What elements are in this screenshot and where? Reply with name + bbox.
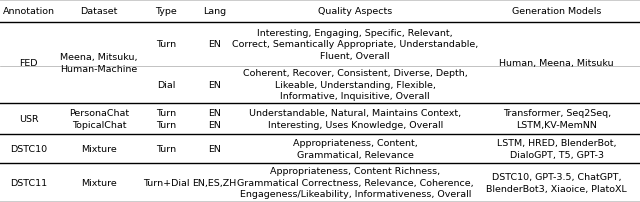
Text: Meena, Mitsuku,
Human-Machine: Meena, Mitsuku, Human-Machine: [60, 53, 138, 74]
Text: EN
EN: EN EN: [208, 109, 221, 129]
Text: PersonaChat
TopicalChat: PersonaChat TopicalChat: [69, 109, 129, 129]
Text: DSTC10: DSTC10: [10, 144, 47, 153]
Text: Type: Type: [156, 7, 177, 16]
Text: Turn
Turn: Turn Turn: [156, 109, 177, 129]
Text: Mixture: Mixture: [81, 178, 117, 187]
Text: Turn+Dial: Turn+Dial: [143, 178, 189, 187]
Text: LSTM, HRED, BlenderBot,
DialoGPT, T5, GPT-3: LSTM, HRED, BlenderBot, DialoGPT, T5, GP…: [497, 139, 616, 159]
Text: Transformer, Seq2Seq,
LSTM,KV-MemNN: Transformer, Seq2Seq, LSTM,KV-MemNN: [503, 109, 611, 129]
Text: Lang: Lang: [203, 7, 226, 16]
Text: FED: FED: [20, 59, 38, 68]
Text: Coherent, Recover, Consistent, Diverse, Depth,
Likeable, Understanding, Flexible: Coherent, Recover, Consistent, Diverse, …: [243, 69, 468, 101]
Text: DSTC11: DSTC11: [10, 178, 47, 187]
Text: Appropriateness, Content,
Grammatical, Relevance: Appropriateness, Content, Grammatical, R…: [293, 139, 417, 159]
Text: EN,ES,ZH: EN,ES,ZH: [192, 178, 237, 187]
Text: USR: USR: [19, 115, 38, 124]
Text: Dataset: Dataset: [81, 7, 118, 16]
Text: Interesting, Engaging, Specific, Relevant,
Correct, Semantically Appropriate, Un: Interesting, Engaging, Specific, Relevan…: [232, 29, 478, 61]
Text: Generation Models: Generation Models: [512, 7, 602, 16]
Text: EN: EN: [208, 144, 221, 153]
Text: Turn: Turn: [156, 144, 177, 153]
Text: Understandable, Natural, Maintains Context,
Interesting, Uses Knowledge, Overall: Understandable, Natural, Maintains Conte…: [249, 109, 461, 129]
Text: Turn: Turn: [156, 40, 177, 49]
Text: DSTC10, GPT-3.5, ChatGPT,
BlenderBot3, Xiaoice, PlatoXL: DSTC10, GPT-3.5, ChatGPT, BlenderBot3, X…: [486, 172, 627, 193]
Text: EN: EN: [208, 40, 221, 49]
Text: EN: EN: [208, 80, 221, 89]
Text: Quality Aspects: Quality Aspects: [318, 7, 392, 16]
Text: Human, Meena, Mitsuku: Human, Meena, Mitsuku: [499, 59, 614, 68]
Text: Dial: Dial: [157, 80, 175, 89]
Text: Annotation: Annotation: [3, 7, 55, 16]
Text: Mixture: Mixture: [81, 144, 117, 153]
Text: Appropriateness, Content Richness,
Grammatical Correctness, Relevance, Coherence: Appropriateness, Content Richness, Gramm…: [237, 166, 474, 198]
